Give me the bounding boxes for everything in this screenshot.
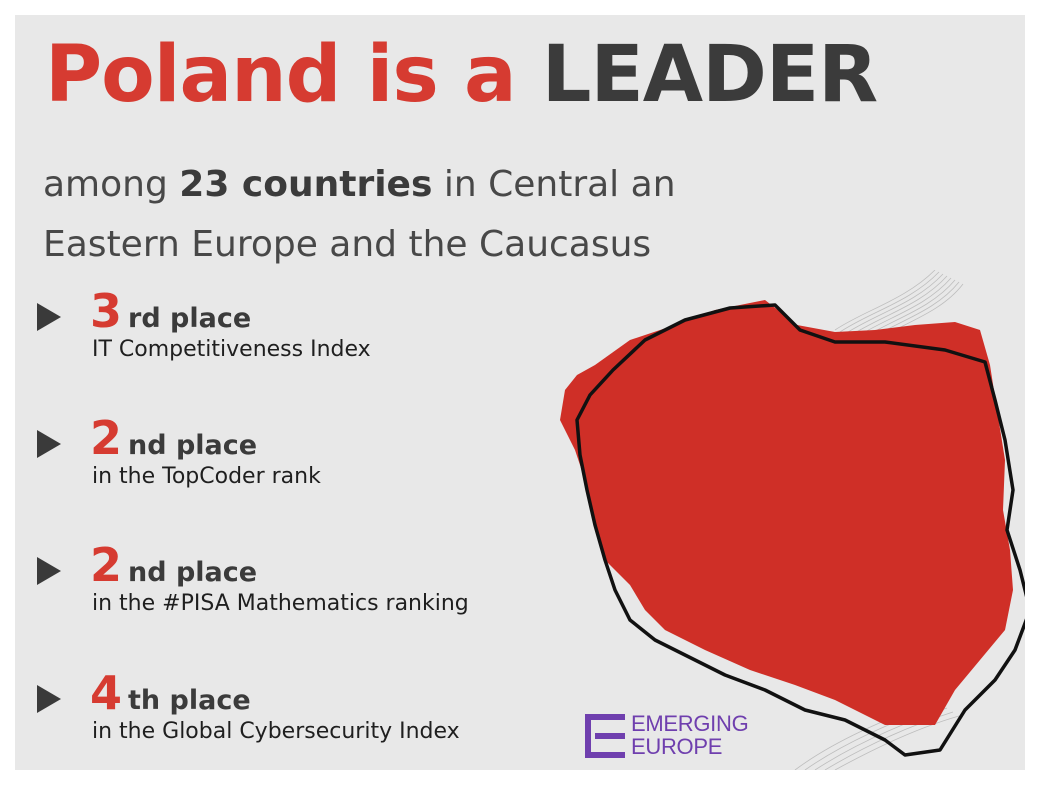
- headline-part-1: Poland is a: [45, 30, 517, 120]
- poland-map-outline: [575, 303, 1025, 757]
- play-triangle-icon: [37, 557, 61, 585]
- headline-part-2: LEADER: [541, 30, 878, 120]
- subtitle-rest: in Central an: [443, 164, 676, 205]
- rank-suffix: nd place: [128, 557, 258, 588]
- subtitle-lead: among: [43, 164, 168, 205]
- emerging-europe-logo-icon: [585, 714, 625, 758]
- play-triangle-icon: [37, 685, 61, 713]
- headline: Poland is a LEADER: [45, 27, 878, 123]
- subtitle-line-2: Eastern Europe and the Caucasus: [43, 224, 652, 265]
- rank-number: 2: [90, 411, 123, 465]
- emerging-europe-logo: EMERGING EUROPE: [585, 712, 785, 760]
- subtitle-line-1: among 23 countries in Central an: [43, 155, 803, 215]
- rank-description: IT Competitiveness Index: [92, 337, 371, 362]
- infographic-card: Poland is a LEADER among 23 countries in…: [15, 15, 1025, 770]
- poland-map-fill: [560, 300, 1013, 725]
- rank-description: in the TopCoder rank: [92, 464, 321, 489]
- rank-description: in the #PISA Mathematics ranking: [92, 591, 469, 616]
- play-triangle-icon: [37, 303, 61, 331]
- rank-suffix: th place: [128, 685, 251, 716]
- rank-suffix: nd place: [128, 430, 258, 461]
- play-triangle-icon: [37, 430, 61, 458]
- logo-line-2: EUROPE: [631, 734, 723, 759]
- poland-map-illustration: [560, 270, 1025, 770]
- rank-description: in the Global Cybersecurity Index: [92, 719, 460, 744]
- logo-line-1: EMERGING: [631, 711, 749, 736]
- rank-number: 4: [90, 666, 123, 720]
- rank-number: 3: [90, 284, 123, 338]
- rank-suffix: rd place: [128, 303, 252, 334]
- subtitle: among 23 countries in Central an Eastern…: [43, 155, 803, 275]
- subtitle-bold: 23 countries: [179, 164, 433, 205]
- rank-number: 2: [90, 538, 123, 592]
- logo-text: EMERGING EUROPE: [631, 711, 749, 759]
